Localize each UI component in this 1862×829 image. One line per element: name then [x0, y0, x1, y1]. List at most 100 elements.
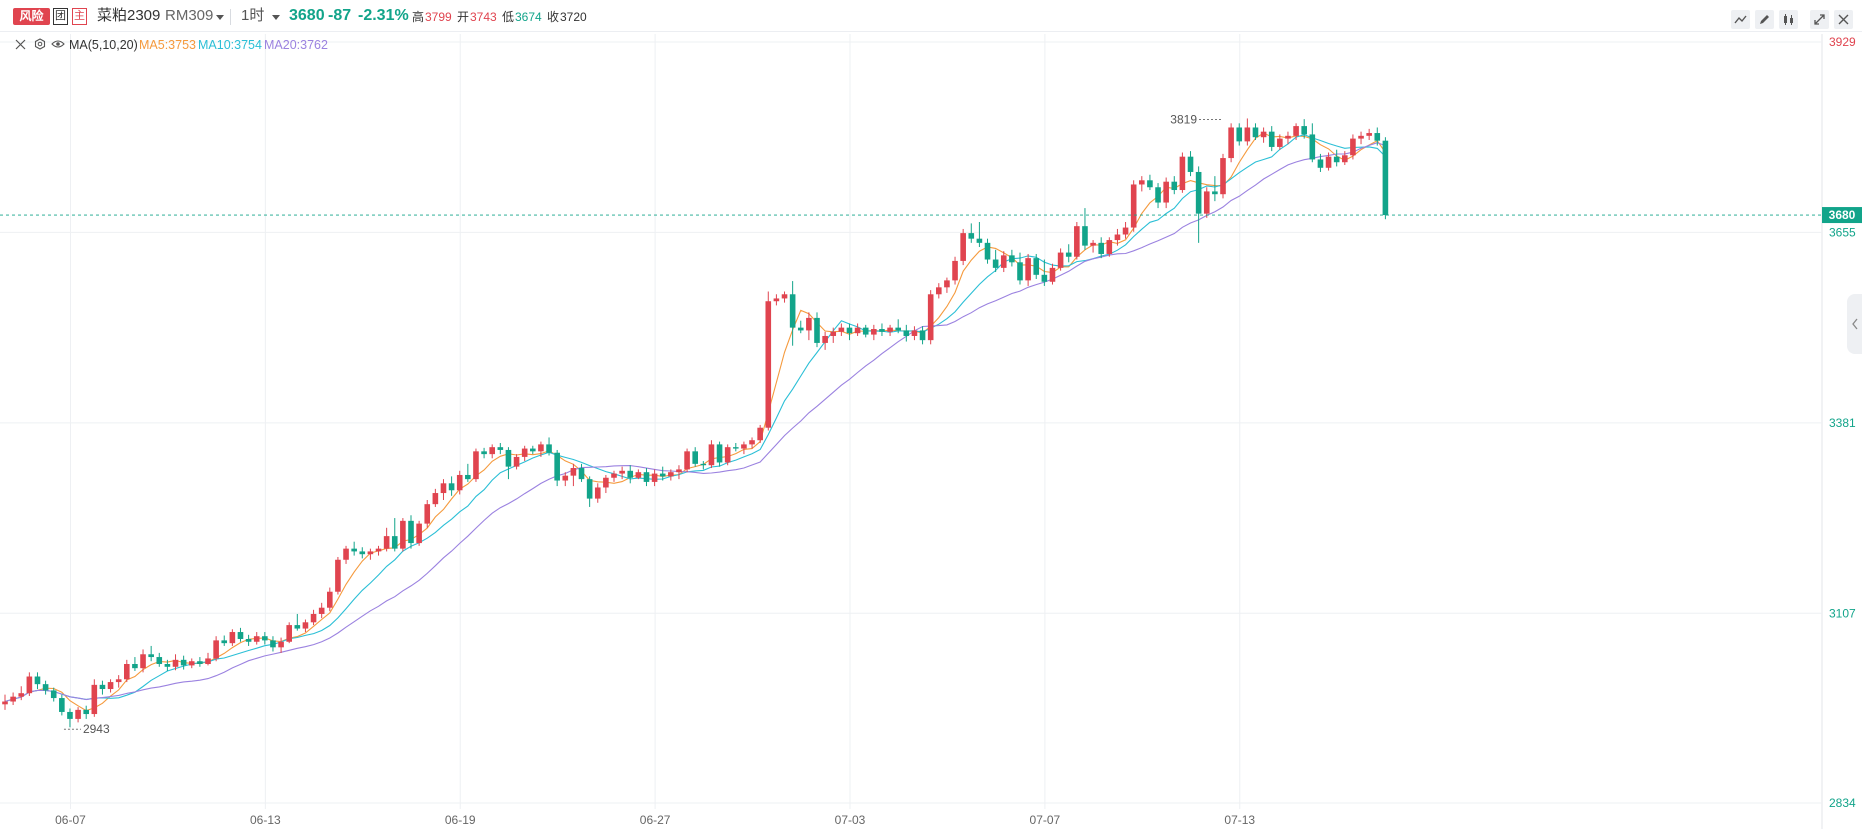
candle-body[interactable] — [1098, 242, 1104, 254]
candle-body[interactable] — [562, 475, 569, 481]
instrument-name[interactable]: 菜粕2309 — [97, 7, 161, 24]
candle-body[interactable] — [91, 684, 98, 715]
candle-body[interactable] — [1017, 262, 1023, 281]
candle-body[interactable] — [1350, 138, 1356, 156]
candle-body[interactable] — [1203, 191, 1210, 214]
main-contract-badge[interactable]: 主 — [72, 8, 87, 25]
candle-body[interactable] — [895, 327, 901, 331]
candle-body[interactable] — [26, 676, 33, 694]
candle-body[interactable] — [270, 640, 276, 648]
candle-body[interactable] — [1293, 126, 1299, 136]
candle-body[interactable] — [546, 444, 552, 453]
candle-body[interactable] — [676, 469, 682, 473]
candle-body[interactable] — [489, 447, 495, 455]
candle-body[interactable] — [773, 298, 780, 302]
candle-body[interactable] — [1366, 133, 1372, 136]
candle-body[interactable] — [237, 632, 244, 639]
candle-body[interactable] — [456, 474, 463, 491]
candle-body[interactable] — [651, 473, 658, 482]
candle-body[interactable] — [635, 472, 642, 478]
candle-body[interactable] — [871, 329, 877, 335]
candle-body[interactable] — [188, 661, 195, 666]
candle-body[interactable] — [594, 487, 601, 499]
candle-body[interactable] — [984, 242, 991, 260]
candle-body[interactable] — [976, 238, 983, 243]
candle-body[interactable] — [213, 640, 219, 659]
candle-body[interactable] — [578, 468, 585, 480]
candle-body[interactable] — [343, 548, 349, 560]
candle-body[interactable] — [1057, 252, 1064, 268]
candle-body[interactable] — [603, 477, 609, 488]
candle-body[interactable] — [432, 493, 439, 505]
candle-body[interactable] — [692, 451, 698, 464]
candle-body[interactable] — [148, 654, 154, 658]
candle-body[interactable] — [172, 659, 179, 667]
candle-body[interactable] — [473, 451, 479, 480]
candle-body[interactable] — [521, 448, 528, 457]
candle-body[interactable] — [1163, 181, 1169, 203]
candle-body[interactable] — [67, 711, 73, 719]
candle-body[interactable] — [1139, 180, 1145, 185]
fullscreen-button[interactable] — [1810, 10, 1829, 29]
candle-body[interactable] — [952, 260, 958, 281]
candle-body[interactable] — [132, 664, 138, 669]
candle-body[interactable] — [757, 427, 763, 441]
candle-body[interactable] — [1000, 255, 1007, 268]
candle-body[interactable] — [115, 679, 122, 683]
candle-body[interactable] — [659, 473, 666, 477]
candle-body[interactable] — [570, 468, 577, 476]
candle-body[interactable] — [1358, 135, 1364, 139]
candle-body[interactable] — [1277, 138, 1283, 147]
candle-body[interactable] — [465, 474, 471, 480]
candle-body[interactable] — [992, 259, 999, 268]
candle-body[interactable] — [34, 676, 41, 685]
candle-body[interactable] — [1252, 127, 1259, 138]
candle-body[interactable] — [684, 451, 690, 470]
candle-body[interactable] — [1317, 159, 1324, 168]
candle-body[interactable] — [197, 661, 203, 665]
candle-body[interactable] — [944, 280, 950, 288]
candle-body[interactable] — [789, 294, 796, 328]
candle-body[interactable] — [286, 625, 292, 642]
candle-body[interactable] — [919, 330, 926, 341]
candle-body[interactable] — [1333, 156, 1340, 163]
candle-body[interactable] — [1074, 226, 1080, 257]
chevron-down-icon[interactable] — [272, 15, 280, 20]
candle-body[interactable] — [887, 327, 893, 332]
candle-body[interactable] — [164, 664, 171, 667]
candle-body[interactable] — [140, 654, 146, 669]
interval-selector[interactable]: 1时 — [241, 7, 265, 24]
candle-body[interactable] — [156, 657, 163, 665]
candle-body[interactable] — [1325, 156, 1332, 168]
candle-body[interactable] — [448, 483, 455, 491]
candle-body[interactable] — [359, 551, 366, 555]
group-badge[interactable]: 团 — [53, 8, 68, 25]
candle-body[interactable] — [1090, 242, 1096, 246]
candle-body[interactable] — [50, 690, 57, 699]
candle-body[interactable] — [530, 448, 536, 452]
candle-body[interactable] — [1195, 171, 1202, 214]
candle-body[interactable] — [611, 473, 617, 478]
candle-body[interactable] — [310, 613, 317, 623]
candle-body[interactable] — [927, 294, 934, 341]
candle-body[interactable] — [1382, 140, 1389, 216]
candle-body[interactable] — [99, 684, 106, 690]
candle-body[interactable] — [408, 520, 414, 544]
candle-body[interactable] — [83, 709, 89, 715]
candle-body[interactable] — [862, 327, 869, 335]
candle-body[interactable] — [416, 523, 422, 544]
candle-body[interactable] — [1041, 274, 1048, 282]
candle-body[interactable] — [318, 607, 325, 614]
candle-body[interactable] — [253, 636, 260, 642]
chevron-down-icon[interactable] — [216, 15, 224, 20]
line-tool-button[interactable] — [1731, 10, 1750, 29]
candle-body[interactable] — [1212, 191, 1218, 195]
candle-body[interactable] — [668, 472, 674, 477]
candle-body[interactable] — [1374, 133, 1381, 141]
candle-body[interactable] — [262, 636, 268, 641]
candle-body[interactable] — [400, 520, 406, 549]
candle-toggle-button[interactable] — [1779, 10, 1798, 29]
risk-badge[interactable]: 风险 — [13, 8, 50, 25]
candle-body[interactable] — [716, 444, 723, 463]
candle-body[interactable] — [854, 327, 861, 334]
